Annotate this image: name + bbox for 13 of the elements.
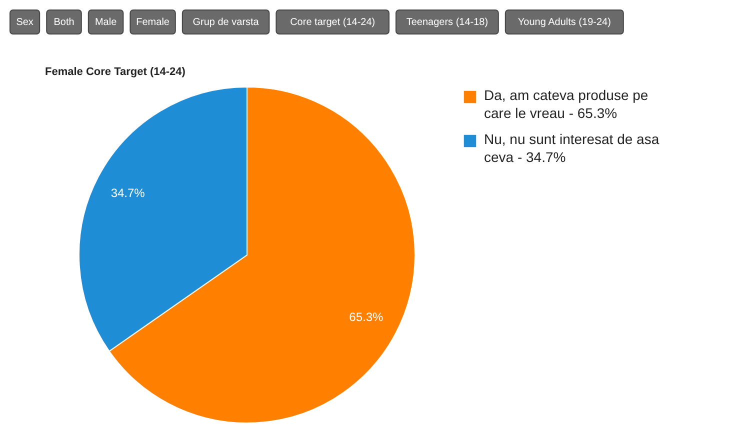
data-label: 65.3% xyxy=(349,310,384,324)
text: Female xyxy=(136,17,170,28)
text: Core target (14-24) xyxy=(290,17,376,28)
legend-label: Da, am cateva produse pe care le vreau - 65.3% xyxy=(484,87,648,121)
text: Teenagers (14-18) xyxy=(406,17,488,28)
text: Sex xyxy=(16,17,34,28)
legend-label: Nu, nu sunt interesat de asa ceva - 34.7% xyxy=(484,131,660,165)
text: Male xyxy=(94,17,118,28)
text: Both xyxy=(54,17,74,28)
chart-title: Female Core Target (14-24) xyxy=(45,66,186,78)
text: Young Adults (19-24) xyxy=(518,17,611,28)
text: Grup de varsta xyxy=(192,17,260,28)
data-label: 34.7% xyxy=(110,186,146,200)
